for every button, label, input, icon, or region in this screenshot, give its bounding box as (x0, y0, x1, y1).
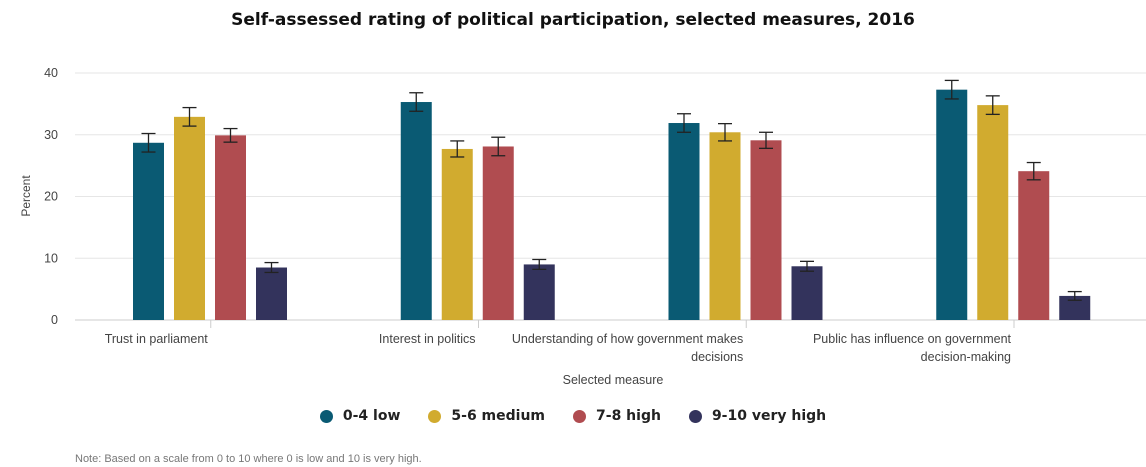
legend-label: 9-10 very high (711, 408, 827, 424)
y-tick-label: 30 (44, 128, 58, 142)
legend-item[interactable]: 0-4 low (319, 408, 401, 424)
x-tick-label: Interest in politics (379, 332, 476, 346)
y-tick-label: 20 (44, 190, 58, 204)
legend-swatch (573, 409, 587, 423)
x-tick-label: decision-making (921, 350, 1011, 364)
x-axis-label: Selected measure (563, 373, 664, 387)
x-tick-label: Trust in parliament (105, 332, 209, 346)
chart-title: Self-assessed rating of political partic… (231, 10, 915, 30)
legend-item[interactable]: 5-6 medium (428, 408, 545, 424)
chart-note: Note: Based on a scale from 0 to 10 wher… (75, 453, 422, 465)
bar (1018, 171, 1050, 320)
legend-swatch (688, 409, 702, 423)
bar (709, 132, 741, 320)
legend-swatch (319, 409, 333, 423)
y-tick-label: 10 (44, 251, 58, 265)
bar (215, 135, 246, 320)
bar (977, 105, 1009, 320)
y-tick-label: 0 (51, 313, 58, 327)
bar (256, 267, 287, 320)
legend-label: 5-6 medium (451, 408, 546, 424)
bar (750, 140, 782, 320)
bar (523, 264, 555, 320)
bar (482, 146, 514, 320)
y-tick-label: 40 (44, 66, 58, 80)
legend-swatch (428, 409, 442, 423)
legend-label: 7-8 high (596, 408, 661, 424)
bar (936, 89, 968, 320)
legend-item[interactable]: 7-8 high (573, 408, 661, 424)
bar (791, 266, 823, 320)
bar (668, 123, 700, 320)
x-tick-label: decisions (691, 350, 743, 364)
y-axis-label: Percent (19, 175, 33, 217)
legend-item[interactable]: 9-10 very high (688, 408, 827, 424)
chart-legend: 0-4 low 5-6 medium 7-8 high 9-10 very high (0, 408, 1146, 424)
bar (133, 142, 164, 320)
x-tick-label: Understanding of how government makes (512, 332, 743, 346)
legend-label: 0-4 low (342, 408, 401, 424)
chart-plot: 0 10 20 30 40 Trust in parliament Interest in … (19, 66, 1146, 387)
bar (441, 148, 473, 320)
bar (174, 116, 205, 320)
bar (400, 102, 432, 321)
x-tick-label: Public has influence on government (813, 332, 1012, 346)
